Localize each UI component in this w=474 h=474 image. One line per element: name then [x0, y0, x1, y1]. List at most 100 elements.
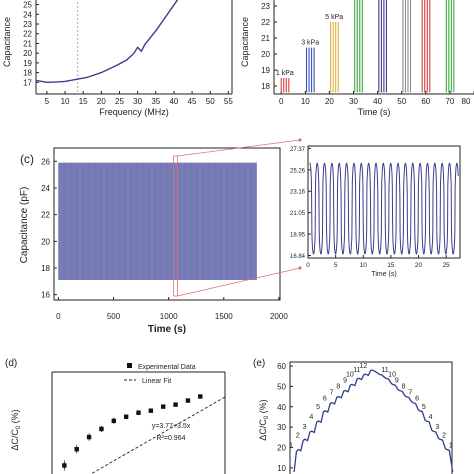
- step-label: 9: [395, 377, 399, 384]
- zoom-connector-dot: [298, 138, 302, 142]
- x-axis-title: Time (s): [148, 324, 186, 335]
- step-label: 2: [442, 432, 446, 439]
- x-tick-label: 20: [415, 262, 423, 269]
- y-tick-label: 40: [277, 403, 286, 412]
- y-tick-label: 23: [23, 20, 32, 29]
- y-tick-label: 18: [23, 69, 32, 78]
- y-axis-title: Capacitance: [240, 17, 250, 67]
- step-label: 7: [408, 390, 412, 397]
- y-axis-title: Capacitance: [2, 17, 12, 67]
- oscillation-lines: [58, 162, 257, 280]
- x-axis-title: Time (s): [358, 107, 391, 117]
- y-tick-label: 18: [261, 82, 270, 91]
- legend-points-label: Experimental Data: [138, 364, 196, 371]
- x-tick-label: 50: [397, 97, 406, 106]
- data-point: [62, 463, 67, 468]
- y-tick-label: 17: [23, 78, 32, 87]
- x-tick-label: 55: [224, 97, 233, 106]
- data-point: [99, 426, 104, 432]
- y-tick-label: 19: [23, 59, 32, 68]
- y-axis-title: ΔC/C0 (%): [258, 399, 270, 440]
- x-tick-label: 50: [206, 97, 215, 106]
- y-tick-label: 16.84: [290, 254, 306, 260]
- x-tick-label: 40: [169, 97, 178, 106]
- y-tick-label: 23: [261, 2, 270, 11]
- y-tick-label: 22: [41, 211, 50, 220]
- zoom-connector-top: [177, 139, 301, 157]
- y-tick-label: 22: [23, 30, 32, 39]
- inset-signal: [309, 162, 459, 255]
- x-tick-label: 0: [56, 312, 61, 321]
- step-label: 5: [422, 404, 426, 411]
- x-tick-label: 2000: [270, 312, 288, 321]
- y-tick-label: 20: [23, 49, 32, 58]
- y-tick-label: 20: [41, 237, 50, 246]
- data-point: [123, 414, 129, 419]
- x-tick-label: 25: [443, 262, 451, 269]
- step-label: 4: [429, 414, 433, 421]
- x-tick-label: 15: [387, 262, 395, 269]
- y-tick-label: 23.16: [290, 190, 306, 196]
- x-tick-label: 5: [45, 97, 50, 106]
- y-tick-label: 20: [261, 50, 270, 59]
- data-point: [74, 447, 79, 452]
- step-label: 5: [316, 404, 320, 411]
- y-tick-label: 24: [41, 184, 50, 193]
- legend-point-swatch: [127, 363, 132, 368]
- x-tick-label: 5: [334, 262, 338, 269]
- capacitance-curve: [35, 0, 179, 84]
- step-label: 7: [330, 390, 334, 397]
- data-point: [173, 402, 178, 407]
- data-point: [111, 418, 116, 424]
- x-tick-label: 40: [373, 97, 382, 106]
- step-label: 9: [343, 377, 347, 384]
- y-tick-label: 21: [261, 34, 270, 43]
- staircase-line: [293, 369, 454, 473]
- step-label: 4: [309, 414, 313, 421]
- zoom-connector-dot: [298, 266, 302, 270]
- legend-line-label: Linear Fit: [142, 378, 171, 385]
- y-tick-label: 22: [261, 18, 270, 27]
- oscillation-band: [58, 162, 257, 280]
- fit-line: [89, 396, 226, 474]
- x-tick-label: 20: [97, 97, 106, 106]
- plot-frame: [53, 147, 281, 301]
- panel-d-label: (d): [5, 358, 17, 369]
- data-point: [136, 410, 141, 415]
- y-axis-title: Capacitance (pF): [19, 187, 30, 264]
- data-point: [185, 398, 191, 403]
- step-label: 11: [381, 367, 388, 374]
- x-tick-label: 20: [325, 97, 334, 106]
- x-axis-title: Time (s): [371, 271, 396, 278]
- y-tick-label: 20: [277, 443, 286, 452]
- step-label: 10: [346, 371, 354, 378]
- y-tick-label: 18.95: [290, 233, 306, 239]
- step-label: 1: [289, 443, 293, 450]
- x-tick-label: 70: [445, 97, 454, 106]
- step-label: 8: [402, 383, 406, 390]
- panel-c-inset-chart: 0 5 10 15 20 25 16.84 18.95 21.05 23.16 25.26 27.37…: [290, 145, 461, 278]
- x-tick-label: 1000: [160, 312, 178, 321]
- x-tick-label: 500: [107, 312, 121, 321]
- step-label: 6: [323, 396, 327, 403]
- panel-b-pressure-steps-chart: 0 10 20 30 40 50 60 70 80 18 19 20 21 22 23 Time (s) Cap…: [240, 0, 474, 117]
- inset-frame: [307, 145, 461, 259]
- y-tick-label: 50: [277, 382, 286, 391]
- step-label: 3: [303, 424, 307, 431]
- pressure-label: 5 kPa: [325, 14, 343, 21]
- panel-c-cycling-chart: 0 500 1000 1500 2000 16 18 20 22 24 26 Time (s) Capa…: [19, 138, 302, 335]
- x-tick-label: 80: [462, 97, 471, 106]
- panel-e-label-text: (e): [253, 358, 265, 369]
- x-tick-label: 25: [115, 97, 124, 106]
- panel-d-label-text: (d): [5, 358, 17, 369]
- step-label: 8: [336, 383, 340, 390]
- panel-d-linear-fit-chart: ΔC/C0 (%) Experimental Data Linear Fit y=3.…: [10, 363, 226, 474]
- x-tick-label: 35: [151, 97, 160, 106]
- y-tick-label: 30: [277, 423, 286, 432]
- x-tick-label: 30: [349, 97, 358, 106]
- y-tick-label: 18: [41, 264, 50, 273]
- x-tick-label: 10: [360, 262, 368, 269]
- data-point: [161, 404, 166, 409]
